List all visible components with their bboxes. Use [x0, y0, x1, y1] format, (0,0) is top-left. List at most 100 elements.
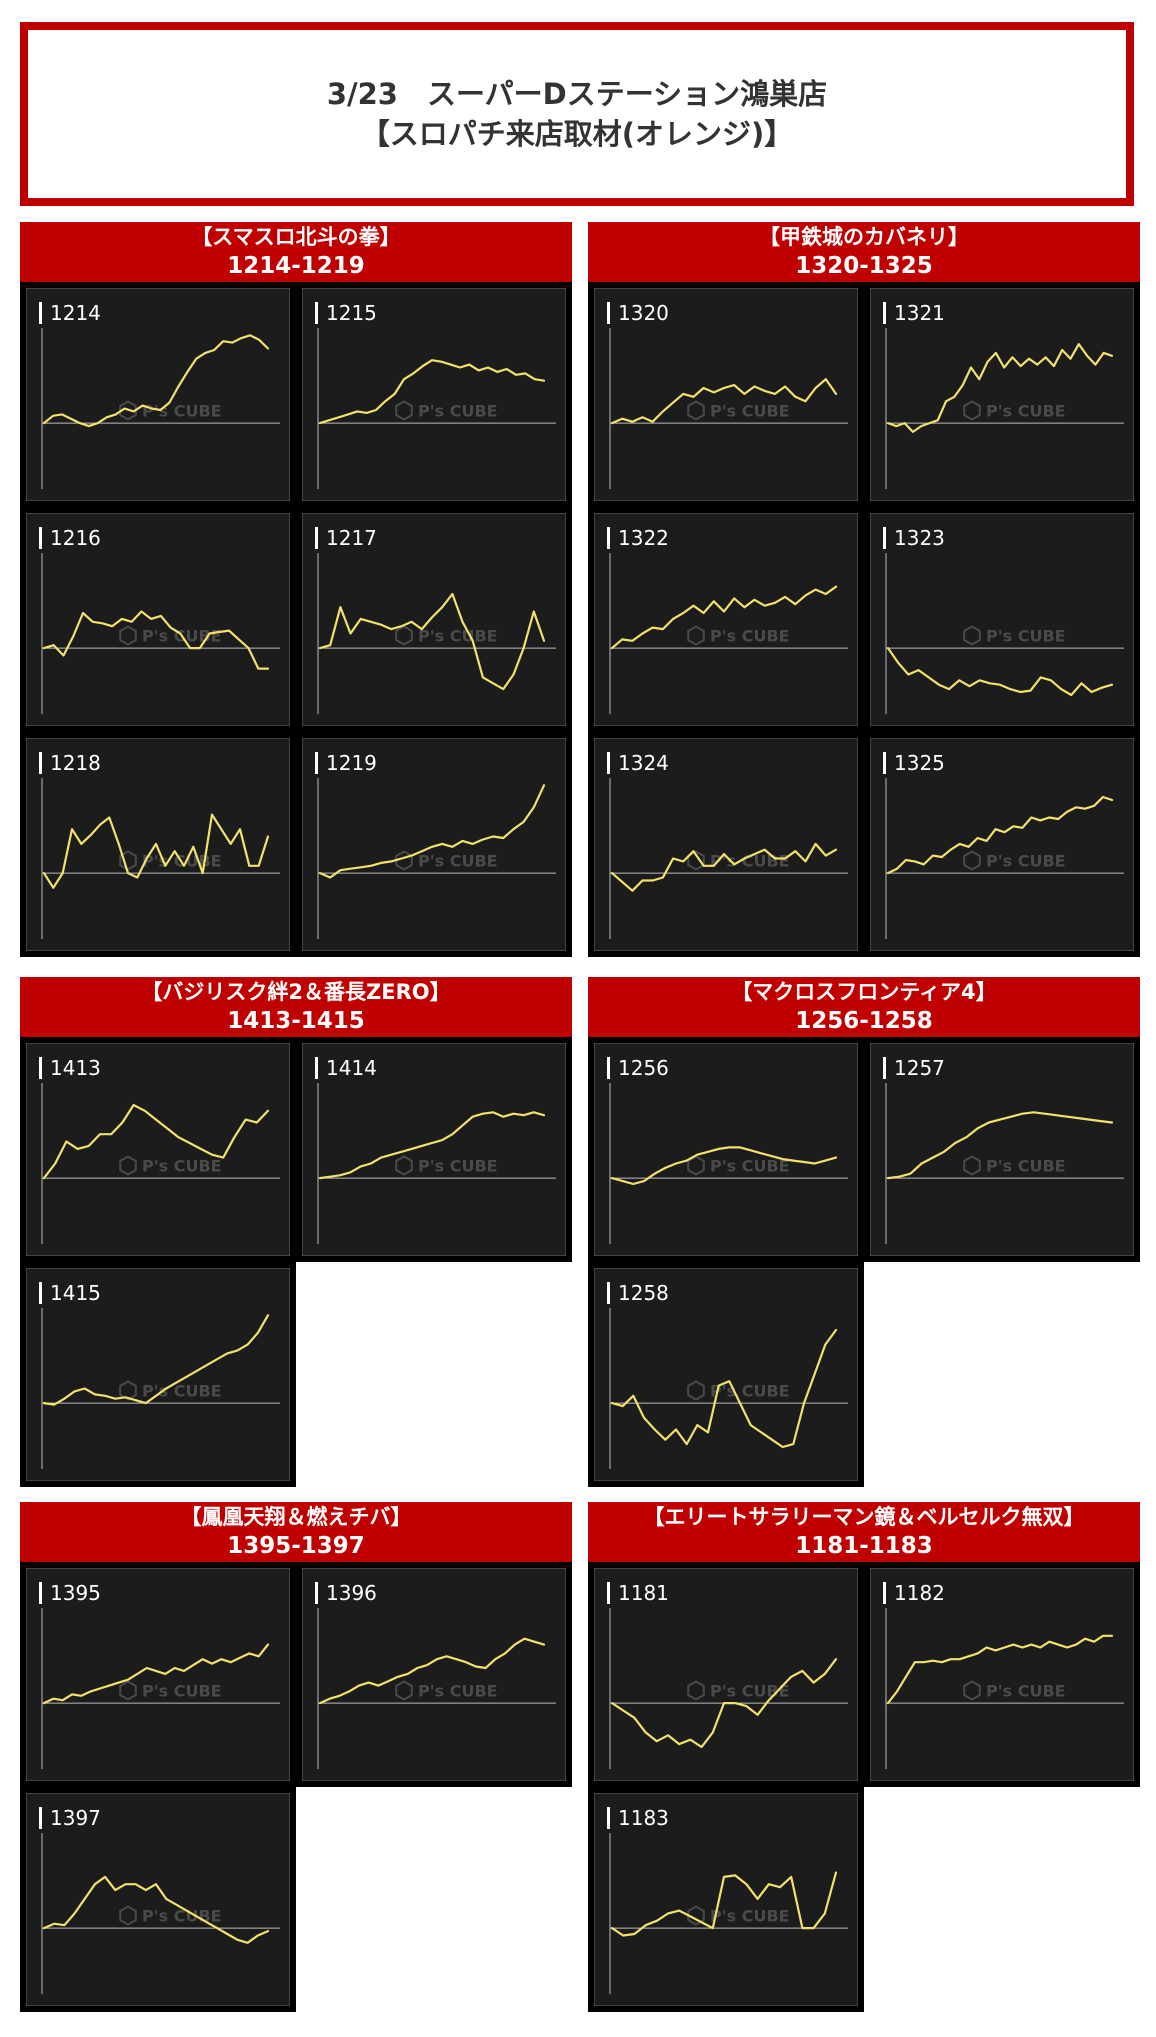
- machine-chart-svg: 1325 P's CUBE: [870, 738, 1134, 951]
- title-marker: [39, 752, 42, 774]
- series-line: [42, 813, 270, 889]
- machine-chart-svg: 1395 P's CUBE: [26, 1568, 290, 1781]
- watermark: P's CUBE: [119, 1155, 222, 1176]
- chart-panel: [870, 1043, 1134, 1256]
- series-line: [610, 585, 838, 650]
- machine-chart-svg: 1396 P's CUBE: [302, 1568, 566, 1781]
- title-marker: [315, 1057, 318, 1079]
- watermark-text: P's CUBE: [142, 1382, 222, 1401]
- watermark-text: P's CUBE: [986, 852, 1066, 871]
- machine-number-label: 1415: [50, 1281, 101, 1305]
- machine-chart: 1320 P's CUBE: [588, 282, 864, 507]
- chart-panel: [26, 738, 290, 951]
- watermark: P's CUBE: [395, 1155, 498, 1176]
- watermark: P's CUBE: [395, 400, 498, 421]
- machine-chart: 1395 P's CUBE: [20, 1562, 296, 1787]
- machine-chart-svg: 1414 P's CUBE: [302, 1043, 566, 1256]
- title-marker: [39, 1807, 42, 1829]
- machine-chart-svg: 1320 P's CUBE: [594, 288, 858, 501]
- machine-group: 【エリートサラリーマン鏡＆ベルセルク無双】 1181-1183 1181 P's CU…: [588, 1502, 1140, 2012]
- watermark-text: P's CUBE: [710, 1907, 790, 1926]
- machine-chart-svg: 1324 P's CUBE: [594, 738, 858, 951]
- chart-panel: [594, 288, 858, 501]
- watermark-text: P's CUBE: [418, 852, 498, 871]
- series-line: [610, 1328, 838, 1449]
- series-line: [610, 1871, 838, 1937]
- watermark-text: P's CUBE: [710, 627, 790, 646]
- watermark-hex-icon: [119, 1680, 137, 1701]
- machine-chart: 1215 P's CUBE: [296, 282, 572, 507]
- group-title-banner: 【鳳凰天翔＆燃えチバ】 1395-1397: [20, 1502, 572, 1562]
- machine-chart-svg: 1219 P's CUBE: [302, 738, 566, 951]
- group-range: 1395-1397: [227, 1532, 365, 1559]
- watermark-hex-icon: [395, 1680, 413, 1701]
- group-name: 【バジリスク絆2＆番長ZERO】: [141, 979, 451, 1004]
- machine-group: 【鳳凰天翔＆燃えチバ】 1395-1397 1395 P's CUBE 1396 P's …: [20, 1502, 572, 2012]
- watermark-hex-icon: [119, 1905, 137, 1926]
- watermark-hex-icon: [963, 400, 981, 421]
- machine-number-label: 1320: [618, 301, 669, 325]
- machine-grid: 1395 P's CUBE 1396 P's CUBE 1397 P's CUBE: [20, 1562, 572, 2012]
- watermark: P's CUBE: [119, 1380, 222, 1401]
- machine-chart: 1325 P's CUBE: [864, 732, 1140, 957]
- machine-chart-svg: 1214 P's CUBE: [26, 288, 290, 501]
- watermark: P's CUBE: [687, 1680, 790, 1701]
- watermark-text: P's CUBE: [986, 627, 1066, 646]
- watermark-text: P's CUBE: [710, 1682, 790, 1701]
- title-marker: [315, 302, 318, 324]
- title-marker: [39, 1057, 42, 1079]
- machine-chart: 1415 P's CUBE: [20, 1262, 296, 1487]
- group-name: 【甲鉄城のカバネリ】: [759, 224, 969, 249]
- chart-panel: [26, 1268, 290, 1481]
- watermark: P's CUBE: [963, 1155, 1066, 1176]
- watermark-text: P's CUBE: [142, 1157, 222, 1176]
- watermark: P's CUBE: [687, 625, 790, 646]
- machine-chart: 1214 P's CUBE: [20, 282, 296, 507]
- watermark-text: P's CUBE: [710, 402, 790, 421]
- machine-chart: 1256 P's CUBE: [588, 1037, 864, 1262]
- machine-group: 【マクロスフロンティア4】 1256-1258 1256 P's CUBE 1257 P'…: [588, 977, 1140, 1487]
- machine-chart: 1324 P's CUBE: [588, 732, 864, 957]
- title-marker: [883, 302, 886, 324]
- page-header: 3/23 スーパーDステーション鴻巣店 【スロパチ来店取材(オレンジ)】: [20, 22, 1134, 206]
- machine-grid: 1320 P's CUBE 1321 P's CUBE 1322 P's CUBE 1323…: [588, 282, 1140, 957]
- watermark-text: P's CUBE: [418, 1157, 498, 1176]
- machine-chart-svg: 1397 P's CUBE: [26, 1793, 290, 2006]
- group-title-banner: 【マクロスフロンティア4】 1256-1258: [588, 977, 1140, 1037]
- title-marker: [39, 527, 42, 549]
- title-marker: [315, 527, 318, 549]
- machine-number-label: 1322: [618, 526, 669, 550]
- watermark: P's CUBE: [119, 1905, 222, 1926]
- group-range: 1256-1258: [795, 1007, 933, 1034]
- watermark: P's CUBE: [963, 1680, 1066, 1701]
- watermark-text: P's CUBE: [986, 402, 1066, 421]
- machine-group: 【バジリスク絆2＆番長ZERO】 1413-1415 1413 P's CUBE 141…: [20, 977, 572, 1487]
- watermark-text: P's CUBE: [710, 1382, 790, 1401]
- series-line: [42, 1643, 270, 1705]
- machine-number-label: 1183: [618, 1806, 669, 1830]
- title-marker: [607, 1582, 610, 1604]
- chart-panel: [594, 1568, 858, 1781]
- machine-chart: 1323 P's CUBE: [864, 507, 1140, 732]
- machine-number-label: 1324: [618, 751, 669, 775]
- chart-panel: [26, 1793, 290, 2006]
- watermark-hex-icon: [119, 1155, 137, 1176]
- group-range: 1181-1183: [795, 1532, 933, 1559]
- series-line: [42, 1314, 270, 1406]
- title-marker: [607, 1282, 610, 1304]
- machine-chart: 1183 P's CUBE: [588, 1787, 864, 2012]
- chart-panel: [26, 513, 290, 726]
- watermark-hex-icon: [119, 625, 137, 646]
- watermark-text: P's CUBE: [418, 402, 498, 421]
- machine-number-label: 1181: [618, 1581, 669, 1605]
- watermark-hex-icon: [395, 625, 413, 646]
- machine-chart: 1181 P's CUBE: [588, 1562, 864, 1787]
- series-line: [610, 1146, 838, 1186]
- chart-panel: [870, 738, 1134, 951]
- watermark: P's CUBE: [687, 400, 790, 421]
- machine-grid: 1181 P's CUBE 1182 P's CUBE 1183 P's CUBE: [588, 1562, 1140, 2012]
- machine-number-label: 1323: [894, 526, 945, 550]
- watermark: P's CUBE: [963, 625, 1066, 646]
- machine-chart-svg: 1321 P's CUBE: [870, 288, 1134, 501]
